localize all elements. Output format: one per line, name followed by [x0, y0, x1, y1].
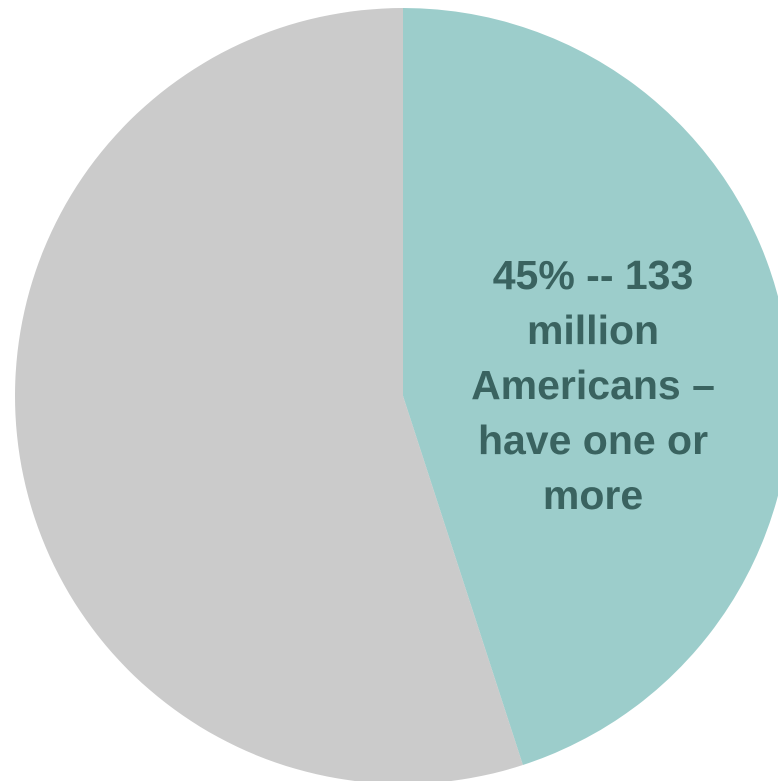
pie-slice-label-0: 45% -- 133 million Americans – have one or m… — [471, 252, 715, 518]
pie-slice-label-line: more — [543, 472, 643, 518]
pie-slice-label-line: Americans – — [471, 362, 715, 408]
pie-slice-label-line: 45% -- 133 — [493, 252, 694, 298]
pie-slice-0 — [403, 8, 778, 766]
pie-slice-label-line: have one or — [478, 417, 708, 463]
pie-slice-label-line: million — [527, 307, 659, 353]
pie-labels: 45% -- 133 million Americans – have one or m… — [471, 252, 715, 518]
pie-slices — [15, 8, 778, 781]
pie-slice-1 — [15, 8, 523, 781]
